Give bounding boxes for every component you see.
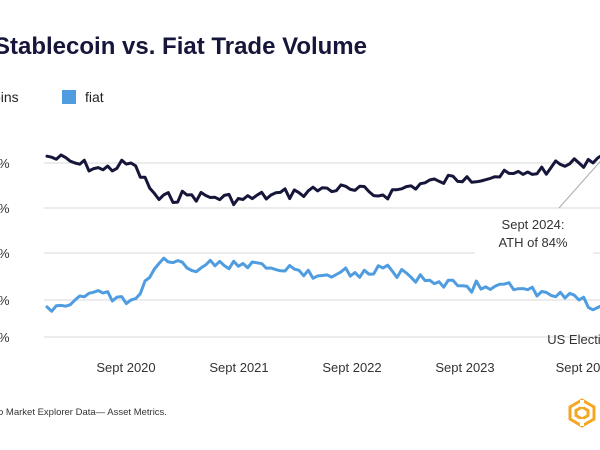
source-note: o Market Explorer Data— Asset Metrics. [0,407,167,418]
y-tick-label-3: % [0,293,10,308]
legend-item-stablecoins: coins [0,89,19,105]
x-tick-label-4: Sept 20 [556,360,600,375]
ath-leader-line [558,161,600,209]
x-tick-label-1: Sept 2021 [209,360,268,375]
legend-swatch-fiat [62,90,76,104]
hexagon-logo-icon [568,398,596,428]
y-tick-label-4: % [0,330,10,345]
election-annotation-label: US Elections [547,332,600,347]
ath-annotation-line1: Sept 2024: [502,217,565,232]
series-line-fiat [45,256,600,313]
y-tick-label-1: % [0,201,10,216]
ath-annotation-line2: ATH of 84% [498,235,568,250]
legend-item-fiat: fiat [62,89,104,105]
legend-label-stablecoins: coins [0,89,19,105]
chart-title: Stablecoin vs. Fiat Trade Volume [0,33,367,60]
legend-label-fiat: fiat [85,89,104,105]
x-tick-label-3: Sept 2023 [435,360,494,375]
y-tick-label-2: % [0,246,10,261]
y-tick-label-0: % [0,156,10,171]
series-line-stablecoins [45,153,600,207]
x-tick-label-2: Sept 2022 [322,360,381,375]
x-tick-label-0: Sept 2020 [96,360,155,375]
ath-annotation-box [475,210,593,257]
